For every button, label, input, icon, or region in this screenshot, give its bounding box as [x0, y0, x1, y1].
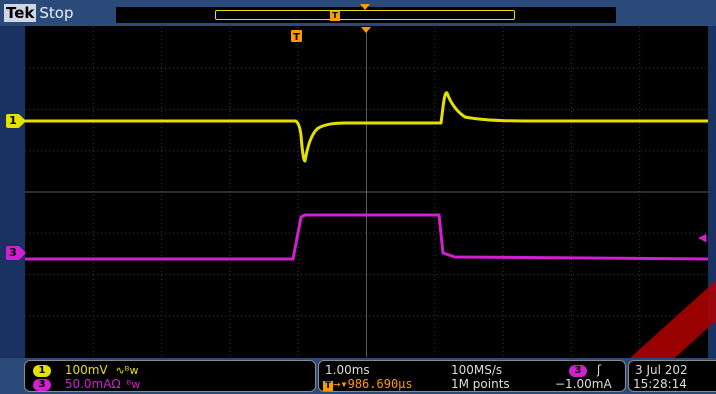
- trigger-source-badge: 3: [569, 364, 587, 377]
- sample-rate: 100MS/s: [451, 363, 503, 377]
- ch1-badge: 1: [33, 364, 51, 377]
- trigger-slope-icon: ʃ: [596, 363, 601, 377]
- right-bezel: [708, 26, 716, 358]
- ch1-waveform: [25, 91, 708, 163]
- record-trigger-marker: T: [330, 11, 340, 21]
- trigger-marker: T: [291, 30, 302, 43]
- ch3-bandwidth-icon: ᴮw: [126, 378, 141, 391]
- ch3-scale: 50.0mAΩ: [64, 377, 121, 391]
- ch3-waveform: [25, 213, 708, 261]
- ch3-badge: 3: [33, 378, 51, 391]
- ch1-bandwidth-icon: ∿ᴮw: [115, 364, 139, 377]
- time-reference-icon: [361, 27, 371, 33]
- ch1-ground-marker[interactable]: 1: [6, 114, 26, 128]
- trigger-position-marker-icon: T: [323, 381, 334, 391]
- ch3-ground-marker[interactable]: 3: [6, 246, 26, 260]
- trigger-position-icon: [360, 4, 370, 10]
- run-status: Tek Stop: [4, 2, 74, 24]
- waveform-display: T: [25, 27, 708, 357]
- record-length: 1M points: [451, 377, 510, 391]
- time: 15:28:14: [633, 377, 687, 391]
- acquisition-status[interactable]: Stop: [39, 4, 74, 22]
- left-bezel: [0, 26, 25, 358]
- ch1-scale: 100mV: [64, 363, 108, 377]
- trigger-position: →▾986.690µs: [333, 377, 413, 391]
- record-window-bracket: [215, 10, 515, 20]
- horizontal-trigger-panel[interactable]: 1.00ms 100MS/s 3 ʃ T →▾986.690µs 1M point…: [318, 360, 626, 392]
- trigger-marker-label: T: [293, 32, 300, 43]
- trigger-level-icon[interactable]: ◀: [698, 231, 707, 244]
- trigger-level: −1.00mA: [555, 377, 612, 391]
- timebase-scale: 1.00ms: [325, 363, 370, 377]
- date: 3 Jul 202: [635, 363, 688, 377]
- datetime-panel: 3 Jul 202 15:28:14: [628, 360, 716, 392]
- brand-label: Tek: [4, 4, 37, 22]
- center-axes: [25, 27, 708, 357]
- channel-readout-panel[interactable]: 1 100mV ∿ᴮw 3 50.0mAΩ ᴮw: [24, 360, 316, 392]
